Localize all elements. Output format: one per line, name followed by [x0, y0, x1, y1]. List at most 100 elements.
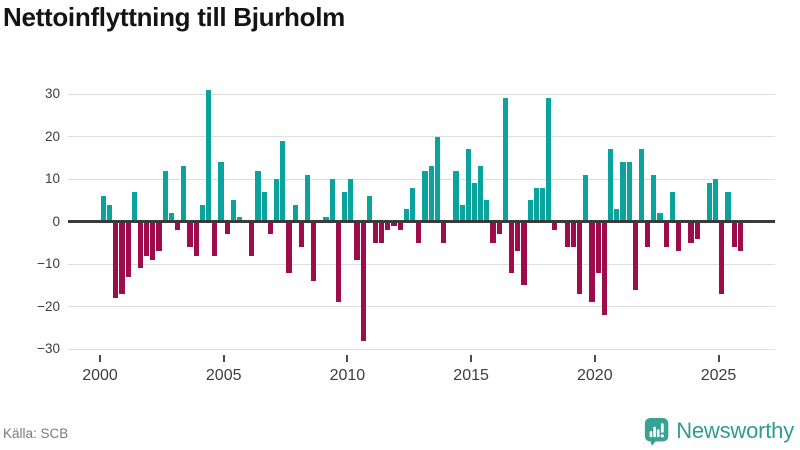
bar — [162, 170, 168, 222]
x-axis-label: 2005 — [205, 367, 242, 384]
gridline — [68, 178, 775, 180]
bar — [453, 170, 459, 222]
bar — [286, 221, 292, 273]
bar — [403, 208, 410, 222]
bar — [218, 162, 224, 222]
bar — [465, 149, 471, 222]
bar — [230, 200, 236, 222]
bar — [502, 98, 508, 222]
bar — [440, 221, 447, 243]
bar — [416, 221, 422, 243]
bar — [663, 221, 669, 248]
bar — [193, 221, 199, 256]
bar — [527, 200, 533, 222]
bar — [515, 221, 521, 252]
zero-axis-line — [68, 220, 775, 224]
x-axis-label: 2020 — [577, 367, 613, 384]
bar — [304, 174, 311, 222]
bar — [125, 221, 131, 277]
bar — [471, 183, 478, 222]
bar — [694, 221, 700, 239]
newsworthy-branding: Newsworthy — [644, 414, 794, 448]
bar — [113, 221, 119, 299]
bar — [434, 136, 440, 222]
bar — [583, 174, 589, 222]
bar — [255, 170, 261, 222]
bar — [119, 221, 125, 294]
bar — [595, 221, 601, 273]
bar — [564, 221, 570, 248]
bar — [348, 179, 354, 222]
bar — [168, 213, 175, 222]
bar — [360, 221, 366, 341]
y-axis-label: −10 — [37, 256, 60, 272]
bar — [379, 221, 385, 243]
x-axis-tick — [99, 355, 101, 362]
y-axis-label: 30 — [44, 86, 60, 102]
bar — [372, 221, 379, 243]
x-axis-tick — [717, 355, 720, 362]
bar — [521, 221, 527, 286]
x-axis-tick — [346, 355, 349, 362]
bar — [478, 166, 484, 222]
bar — [137, 221, 144, 269]
bar — [676, 221, 682, 252]
bar — [589, 221, 595, 303]
bar — [311, 221, 317, 282]
bar — [323, 217, 329, 222]
gridline — [68, 306, 775, 308]
bar — [212, 221, 218, 256]
bar — [645, 221, 651, 248]
bar — [298, 221, 304, 248]
bar — [657, 213, 663, 222]
bar — [546, 98, 552, 222]
newsworthy-wordmark: Newsworthy — [676, 418, 794, 443]
bar — [737, 221, 744, 252]
x-axis-label: 2025 — [700, 367, 737, 384]
bar — [181, 166, 187, 222]
bar — [509, 221, 515, 273]
bar — [719, 221, 725, 294]
bar — [570, 221, 577, 248]
bar — [669, 191, 675, 222]
bar — [422, 170, 428, 222]
bar — [539, 187, 546, 222]
bar — [614, 208, 620, 222]
gridline — [68, 348, 775, 350]
chart-title: Nettoinflyttning till Bjurholm — [3, 2, 345, 32]
bar — [552, 221, 558, 231]
bar — [651, 174, 657, 222]
bar — [731, 221, 737, 248]
bar — [273, 179, 280, 222]
y-axis-label: −20 — [37, 298, 60, 314]
bar — [131, 191, 137, 222]
gridline — [68, 93, 775, 95]
bar — [391, 221, 397, 226]
bar — [688, 221, 694, 243]
gridline — [68, 263, 775, 265]
y-axis-label: 0 — [52, 213, 60, 229]
bar — [601, 221, 607, 316]
bar — [385, 221, 391, 231]
bar — [187, 221, 193, 248]
bar — [329, 179, 335, 222]
bar — [267, 221, 273, 235]
bar — [249, 221, 255, 256]
x-axis-label: 2010 — [329, 367, 366, 384]
bar — [632, 221, 638, 290]
x-axis-tick — [593, 355, 596, 362]
bar — [205, 89, 212, 222]
bar — [428, 166, 434, 222]
bar — [397, 221, 403, 231]
bar — [706, 183, 713, 222]
bar — [261, 191, 267, 222]
bar — [100, 196, 106, 222]
x-axis-label: 2000 — [82, 367, 118, 384]
bar — [638, 149, 645, 222]
bar — [366, 196, 372, 222]
bar — [280, 140, 286, 222]
y-axis-label: 20 — [44, 128, 60, 144]
bar — [106, 204, 113, 222]
x-axis-tick — [470, 355, 473, 362]
